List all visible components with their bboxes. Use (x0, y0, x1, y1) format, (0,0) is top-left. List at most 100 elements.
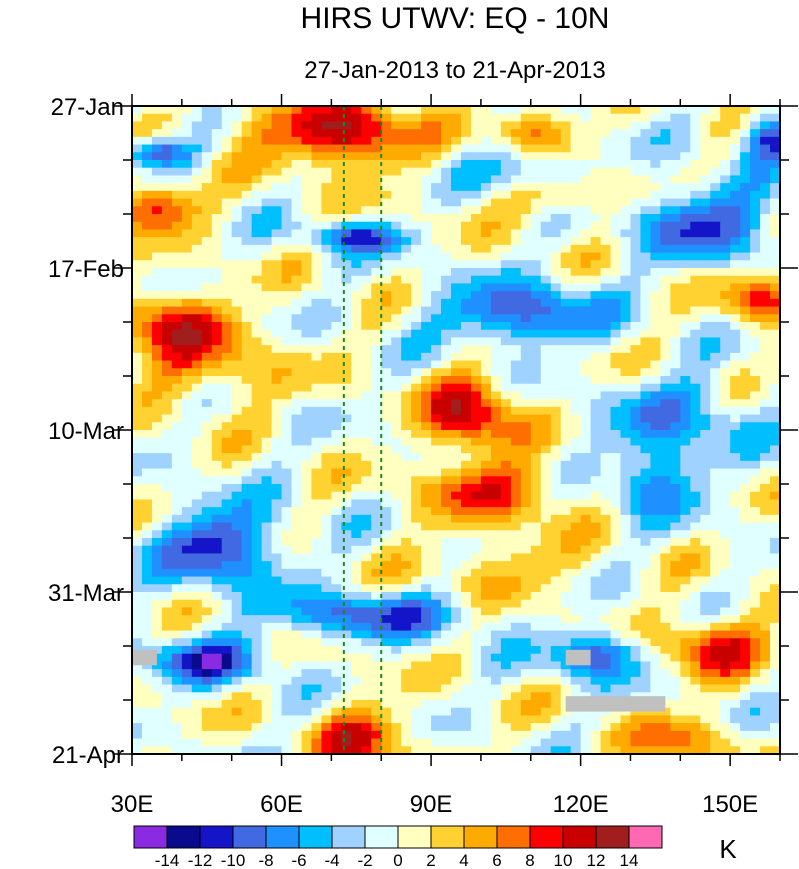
heatmap-cell (670, 229, 681, 238)
heatmap-cell (381, 337, 392, 346)
heatmap-cell (401, 391, 412, 400)
heatmap-cell (331, 592, 342, 601)
heatmap-cell (590, 298, 602, 308)
heatmap-cell (760, 198, 771, 207)
heatmap-cell (241, 638, 253, 647)
heatmap-cell (680, 337, 691, 346)
heatmap-cell (770, 622, 781, 632)
heatmap-cell (560, 106, 572, 115)
heatmap-cell (730, 676, 741, 686)
heatmap-cell (750, 406, 761, 416)
heatmap-cell (580, 291, 592, 300)
heatmap-cell (211, 576, 223, 585)
heatmap-cell (660, 538, 671, 547)
heatmap-cell (141, 584, 153, 593)
heatmap-cell (411, 152, 422, 161)
heatmap-cell (580, 298, 592, 308)
heatmap-cell (600, 491, 612, 501)
heatmap-cell (271, 522, 283, 531)
heatmap-cell (141, 229, 153, 238)
heatmap-cell (510, 152, 522, 161)
heatmap-cell (391, 422, 402, 431)
heatmap-cell (660, 214, 671, 223)
heatmap-cell (211, 160, 223, 169)
heatmap-cell (490, 329, 502, 339)
heatmap-cell (381, 260, 392, 269)
heatmap-cell (261, 669, 273, 678)
heatmap-cell (271, 283, 283, 292)
heatmap-cell (570, 584, 582, 593)
heatmap-cell (610, 360, 622, 369)
heatmap-cell (311, 291, 323, 300)
heatmap-cell (161, 607, 173, 616)
heatmap-cell (710, 422, 721, 431)
heatmap-cell (301, 568, 313, 578)
heatmap-cell (670, 160, 681, 169)
heatmap-cell (291, 221, 303, 231)
heatmap-cell (411, 306, 422, 315)
heatmap-cell (301, 252, 313, 261)
heatmap-cell (520, 615, 532, 624)
heatmap-cell (221, 499, 233, 508)
heatmap-cell (730, 175, 741, 184)
heatmap-cell (431, 167, 442, 177)
heatmap-cell (351, 468, 362, 477)
heatmap-cell (391, 653, 402, 663)
heatmap-cell (381, 437, 392, 447)
heatmap-cell (530, 422, 542, 431)
heatmap-cell (720, 622, 731, 632)
heatmap-cell (660, 592, 671, 601)
heatmap-cell (311, 514, 323, 524)
heatmap-cell (361, 576, 372, 585)
heatmap-cell (411, 214, 422, 223)
heatmap-cell (570, 561, 582, 570)
heatmap-cell (301, 491, 313, 501)
heatmap-cell (351, 692, 362, 701)
heatmap-cell (361, 136, 372, 146)
heatmap-cell (730, 129, 741, 138)
heatmap-cell (371, 399, 382, 408)
heatmap-cell (281, 584, 293, 593)
heatmap-cell (590, 113, 602, 123)
heatmap-cell (520, 684, 532, 693)
heatmap-cell (500, 453, 512, 462)
heatmap-cell (241, 383, 253, 393)
heatmap-cell (301, 684, 313, 693)
heatmap-cell (650, 167, 661, 177)
heatmap-cell (750, 468, 761, 477)
heatmap-cell (740, 491, 751, 501)
heatmap-cell (241, 190, 253, 200)
heatmap-cell (311, 669, 323, 678)
heatmap-cell (441, 422, 452, 431)
heatmap-cell (381, 476, 392, 485)
heatmap-cell (770, 468, 781, 477)
heatmap-cell (660, 229, 671, 238)
heatmap-cell (490, 422, 502, 431)
heatmap-cell (500, 538, 512, 547)
heatmap-cell (470, 129, 482, 138)
heatmap-cell (650, 391, 661, 400)
heatmap-cell (510, 460, 522, 470)
heatmap-cell (361, 615, 372, 624)
heatmap-cell (660, 522, 671, 531)
heatmap-cell (221, 568, 233, 578)
heatmap-cell (470, 252, 482, 261)
heatmap-cell (181, 106, 193, 115)
heatmap-cell (640, 661, 651, 670)
heatmap-cell (520, 183, 532, 192)
heatmap-cell (191, 322, 203, 331)
heatmap-cell (480, 669, 492, 678)
heatmap-cell (520, 144, 532, 153)
heatmap-cell (301, 445, 313, 454)
heatmap-cell (740, 221, 751, 231)
heatmap-cell (201, 129, 213, 138)
heatmap-cell (520, 329, 532, 339)
heatmap-cell (291, 268, 303, 277)
heatmap-cell (480, 507, 492, 516)
heatmap-cell (620, 268, 632, 277)
heatmap-cell (411, 383, 422, 393)
heatmap-cell (760, 152, 771, 161)
heatmap-cell (191, 244, 203, 254)
heatmap-cell (770, 484, 781, 493)
heatmap-cell (371, 198, 382, 207)
